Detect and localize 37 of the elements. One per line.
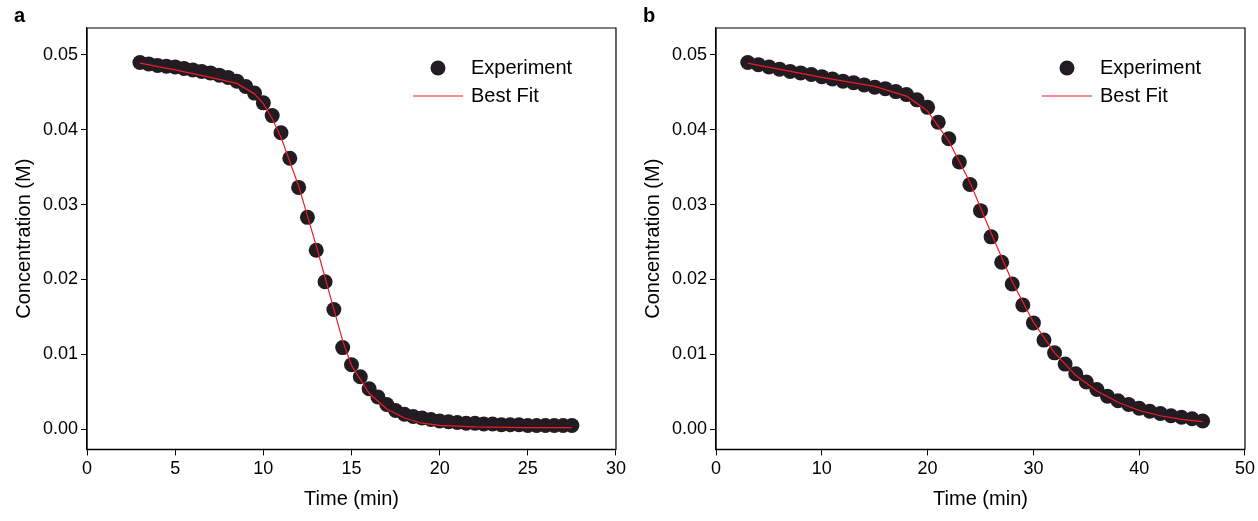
x-axis-title: Time (min) bbox=[933, 486, 1028, 509]
x-tick-label: 40 bbox=[1129, 458, 1150, 479]
legend-label: Best Fit bbox=[1099, 83, 1169, 106]
x-tick-label: 20 bbox=[429, 458, 450, 479]
x-tick-label: 10 bbox=[811, 458, 832, 479]
legend-label: Experiment bbox=[470, 55, 573, 78]
x-tick-label: 20 bbox=[917, 458, 938, 479]
y-tick-label: 0.03 bbox=[42, 193, 79, 214]
x-axis-title: Time (min) bbox=[304, 486, 399, 509]
y-tick-label: 0.05 bbox=[42, 43, 79, 64]
x-tick-label: 15 bbox=[341, 458, 362, 479]
x-tick-label: 10 bbox=[253, 458, 274, 479]
y-tick-label: 0.04 bbox=[42, 118, 79, 139]
y-axis-title: Concentration (M) bbox=[11, 158, 34, 319]
y-tick-label: 0.00 bbox=[42, 418, 79, 439]
y-tick-label: 0.02 bbox=[42, 268, 79, 289]
x-tick-label: 25 bbox=[517, 458, 538, 479]
y-tick-label: 0.04 bbox=[671, 118, 708, 139]
chart-title: a bbox=[14, 3, 26, 26]
x-tick-label: 0 bbox=[711, 458, 722, 479]
x-tick-label: 30 bbox=[1023, 458, 1044, 479]
chart-title: b bbox=[643, 3, 656, 26]
legend-label: Experiment bbox=[1099, 55, 1202, 78]
x-tick-label: 30 bbox=[605, 458, 626, 479]
legend-label: Best Fit bbox=[470, 83, 540, 106]
point bbox=[920, 99, 936, 115]
x-tick-label: 50 bbox=[1234, 458, 1255, 479]
y-tick-label: 0.05 bbox=[671, 43, 708, 64]
y-tick-label: 0.01 bbox=[671, 343, 708, 364]
y-tick-label: 0.02 bbox=[671, 268, 708, 289]
y-tick-label: 0.03 bbox=[671, 193, 708, 214]
x-tick-label: 5 bbox=[170, 458, 181, 479]
y-tick-label: 0.01 bbox=[42, 343, 79, 364]
y-tick-label: 0.00 bbox=[671, 418, 708, 439]
y-axis-title: Concentration (M) bbox=[640, 158, 663, 319]
x-tick-label: 0 bbox=[82, 458, 93, 479]
point bbox=[1195, 413, 1211, 429]
